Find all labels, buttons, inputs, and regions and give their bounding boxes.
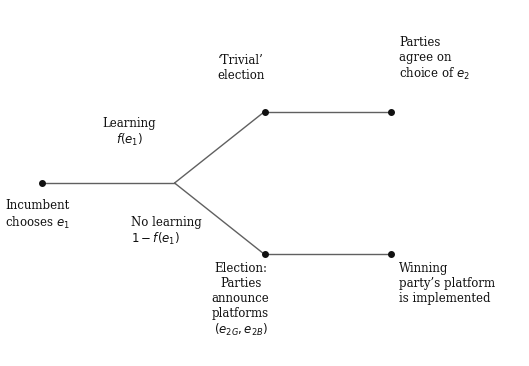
Text: No learning
$1-f(e_1)$: No learning $1-f(e_1)$ — [131, 216, 202, 247]
Text: Parties
agree on
choice of $e_2$: Parties agree on choice of $e_2$ — [399, 36, 470, 82]
Text: Winning
party’s platform
is implemented: Winning party’s platform is implemented — [399, 262, 496, 305]
Text: Election:
Parties
announce
platforms
$(e_{2G},e_{2B})$: Election: Parties announce platforms $(e… — [212, 262, 270, 338]
Text: ‘Trivial’
election: ‘Trivial’ election — [217, 54, 264, 82]
Text: Learning
$f(e_1)$: Learning $f(e_1)$ — [103, 117, 157, 148]
Text: Incumbent
chooses $e_1$: Incumbent chooses $e_1$ — [5, 199, 70, 231]
